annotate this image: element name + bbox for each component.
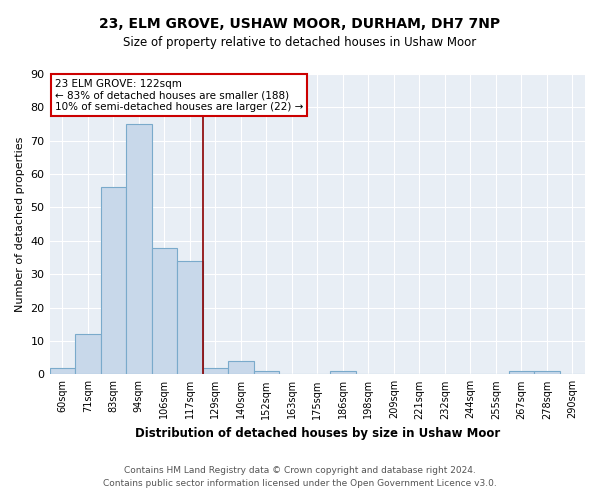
Bar bbox=[50, 368, 75, 374]
Text: Contains HM Land Registry data © Crown copyright and database right 2024.
Contai: Contains HM Land Registry data © Crown c… bbox=[103, 466, 497, 487]
Text: 23 ELM GROVE: 122sqm
← 83% of detached houses are smaller (188)
10% of semi-deta: 23 ELM GROVE: 122sqm ← 83% of detached h… bbox=[55, 78, 303, 112]
Y-axis label: Number of detached properties: Number of detached properties bbox=[15, 136, 25, 312]
Bar bbox=[330, 371, 356, 374]
Bar bbox=[203, 368, 228, 374]
Bar bbox=[509, 371, 534, 374]
Text: 23, ELM GROVE, USHAW MOOR, DURHAM, DH7 7NP: 23, ELM GROVE, USHAW MOOR, DURHAM, DH7 7… bbox=[100, 18, 500, 32]
Bar bbox=[101, 188, 126, 374]
Bar bbox=[228, 361, 254, 374]
Bar bbox=[534, 371, 560, 374]
Bar bbox=[75, 334, 101, 374]
Bar bbox=[152, 248, 177, 374]
Text: Size of property relative to detached houses in Ushaw Moor: Size of property relative to detached ho… bbox=[124, 36, 476, 49]
X-axis label: Distribution of detached houses by size in Ushaw Moor: Distribution of detached houses by size … bbox=[134, 427, 500, 440]
Bar bbox=[126, 124, 152, 374]
Bar bbox=[177, 261, 203, 374]
Bar bbox=[254, 371, 279, 374]
